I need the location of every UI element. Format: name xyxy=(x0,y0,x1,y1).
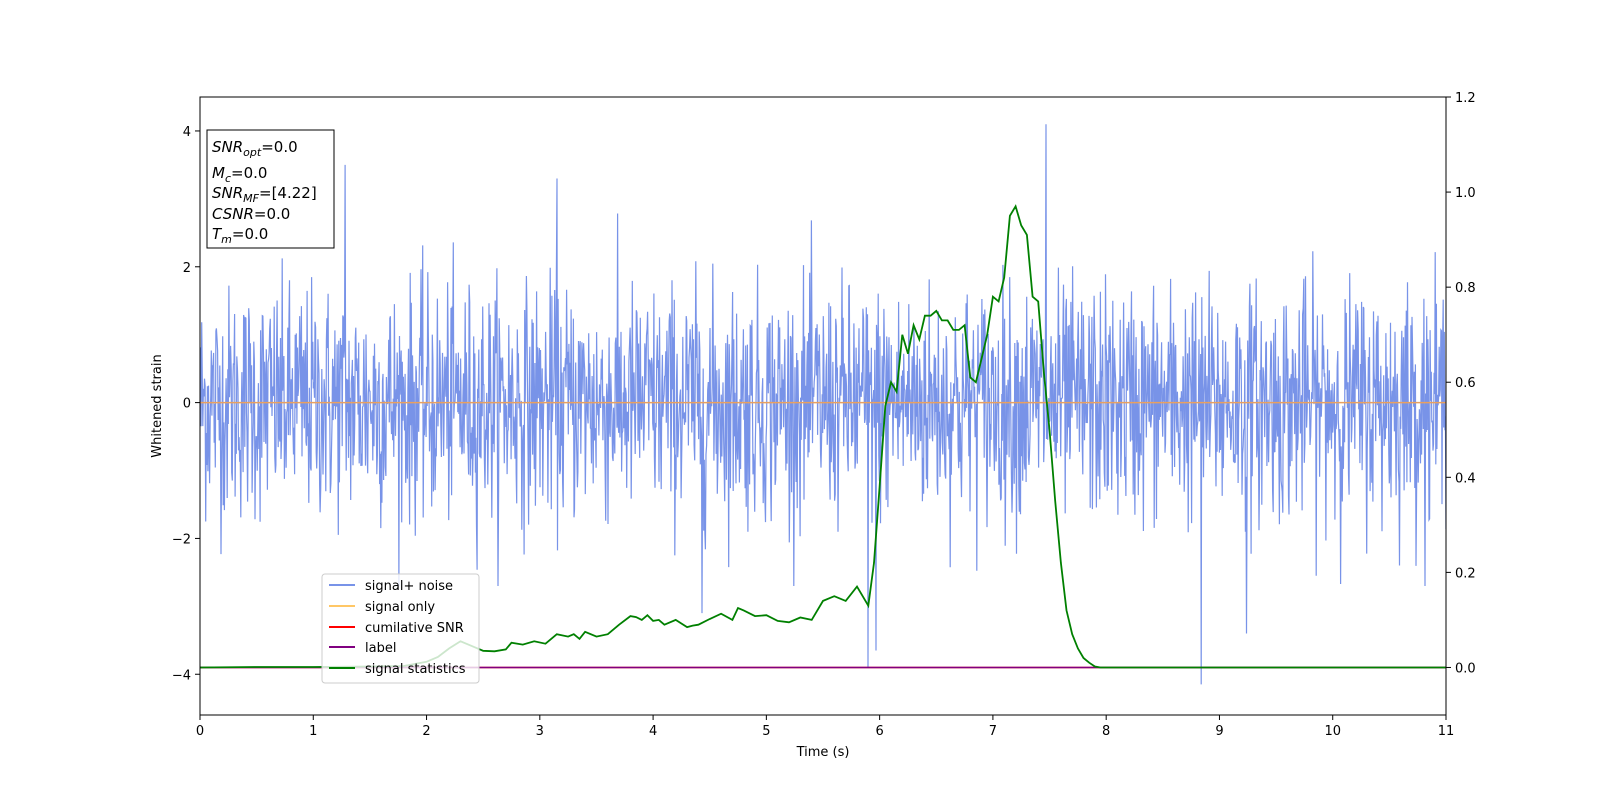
info-line-mc: Mc=0.0 xyxy=(212,164,267,185)
info-line-snr-opt: SNRopt=0.0 xyxy=(212,138,298,159)
x-tick-label: 11 xyxy=(1438,724,1455,739)
x-axis-label: Time (s) xyxy=(796,745,850,760)
y-right-tick-label: 1.0 xyxy=(1455,186,1476,201)
info-line-snr-mf: SNRMF=[4.22] xyxy=(212,184,317,205)
legend: signal+ noise signal only cumilative SNR… xyxy=(321,573,480,684)
legend-label-signal-only: signal only xyxy=(365,600,435,615)
y-right-tick-label: 1.2 xyxy=(1455,91,1476,106)
x-tick-label: 3 xyxy=(536,724,544,739)
legend-label-signal-noise: signal+ noise xyxy=(365,579,453,594)
y-right-tick-label: 0.4 xyxy=(1455,471,1476,486)
legend-item-signal-statistics: signal statistics xyxy=(329,662,466,677)
info-box-frame xyxy=(206,129,335,249)
legend-item-signal-noise: signal+ noise xyxy=(329,579,453,594)
y-left-tick-label: −4 xyxy=(172,668,191,683)
y-left-tick-label: −2 xyxy=(172,532,191,547)
x-tick-label: 8 xyxy=(1102,724,1110,739)
x-tick-label: 2 xyxy=(422,724,430,739)
info-line-csnr: CSNR=0.0 xyxy=(212,205,290,223)
y-left-tick-label: 4 xyxy=(183,125,191,140)
legend-frame xyxy=(321,573,480,684)
y-right-tick-label: 0.6 xyxy=(1455,376,1476,391)
x-axis: 0 1 2 3 4 5 6 7 8 9 10 11 xyxy=(196,715,1454,739)
x-tick-label: 5 xyxy=(762,724,770,739)
legend-item-cumulative-snr: cumilative SNR xyxy=(329,621,464,636)
plot-frame xyxy=(199,96,1447,716)
y-axis-left: −4 −2 0 2 4 xyxy=(172,125,200,683)
info-box: SNRopt=0.0 Mc=0.0 SNRMF=[4.22] CSNR=0.0 … xyxy=(206,129,335,249)
y-axis-right: 0.0 0.2 0.4 0.6 0.8 1.0 1.2 xyxy=(1446,91,1476,676)
x-tick-label: 9 xyxy=(1215,724,1223,739)
y-left-tick-label: 2 xyxy=(183,261,191,276)
x-tick-label: 1 xyxy=(309,724,317,739)
legend-item-signal-only: signal only xyxy=(329,600,435,615)
legend-label-signal-statistics: signal statistics xyxy=(365,662,466,677)
legend-label-label: label xyxy=(365,641,396,656)
legend-label-cumulative-snr: cumilative SNR xyxy=(365,621,464,636)
legend-item-label: label xyxy=(329,641,396,656)
x-tick-label: 6 xyxy=(875,724,883,739)
x-tick-label: 7 xyxy=(989,724,997,739)
y-left-tick-label: 0 xyxy=(183,397,191,412)
signal-statistics-line xyxy=(200,204,1446,669)
x-tick-label: 4 xyxy=(649,724,657,739)
x-tick-label: 0 xyxy=(196,724,204,739)
y-right-tick-label: 0.2 xyxy=(1455,566,1476,581)
x-tick-label: 10 xyxy=(1324,724,1341,739)
signal-noise-series xyxy=(200,124,1446,685)
y-right-tick-label: 0.8 xyxy=(1455,281,1476,296)
y-axis-label: Whitened strain xyxy=(150,354,165,457)
signal-noise-line xyxy=(200,124,1446,685)
info-line-tm: Tm=0.0 xyxy=(212,225,268,246)
y-right-tick-label: 0.0 xyxy=(1455,661,1476,676)
